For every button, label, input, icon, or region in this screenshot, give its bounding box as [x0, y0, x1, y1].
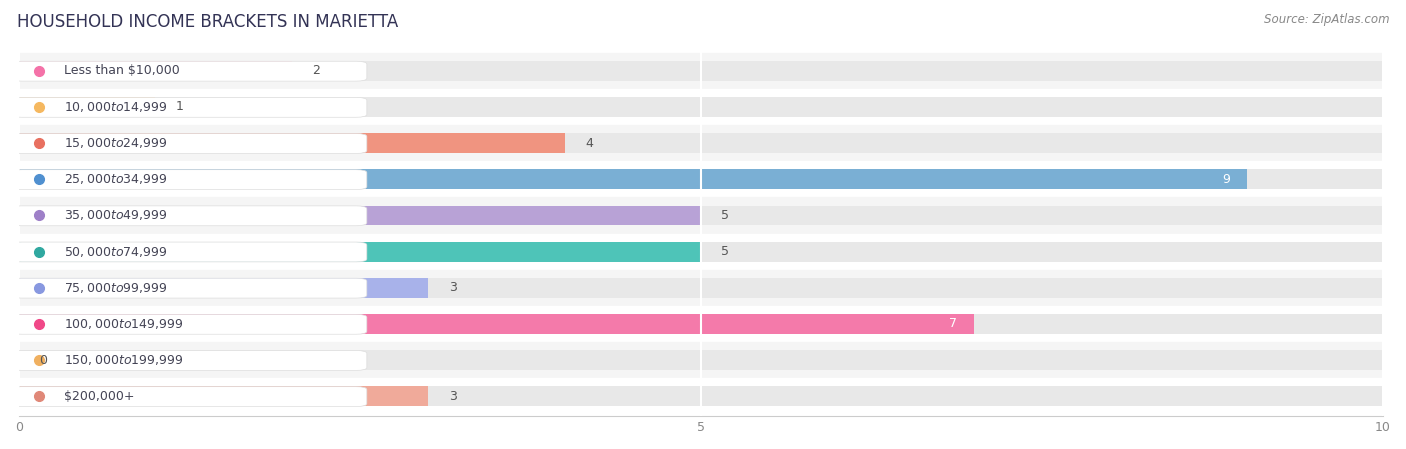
Bar	[20, 169, 1247, 189]
Bar	[20, 386, 1384, 406]
FancyBboxPatch shape	[11, 170, 367, 189]
Text: $200,000+: $200,000+	[65, 390, 135, 403]
Text: 1: 1	[176, 101, 184, 114]
Bar	[20, 133, 565, 153]
Bar	[20, 314, 974, 334]
Text: Source: ZipAtlas.com: Source: ZipAtlas.com	[1264, 13, 1389, 26]
Text: 2: 2	[312, 64, 321, 77]
FancyBboxPatch shape	[11, 278, 367, 298]
Bar	[20, 61, 292, 81]
Bar	[20, 242, 702, 262]
Bar	[20, 53, 1384, 89]
Bar	[20, 386, 429, 406]
Text: $50,000 to $74,999: $50,000 to $74,999	[65, 245, 167, 259]
Text: $75,000 to $99,999: $75,000 to $99,999	[65, 281, 167, 295]
Bar	[20, 278, 1384, 298]
Bar	[20, 342, 1384, 378]
Text: 4: 4	[585, 136, 593, 150]
Bar	[20, 278, 429, 298]
Text: 3: 3	[449, 281, 457, 294]
Bar	[20, 125, 1384, 161]
Text: HOUSEHOLD INCOME BRACKETS IN MARIETTA: HOUSEHOLD INCOME BRACKETS IN MARIETTA	[17, 13, 398, 31]
Text: 5: 5	[721, 209, 730, 222]
Bar	[20, 314, 1384, 334]
Bar	[20, 206, 1384, 225]
Bar	[20, 306, 1384, 342]
Bar	[20, 233, 1384, 270]
Text: 3: 3	[449, 390, 457, 403]
Text: $100,000 to $149,999: $100,000 to $149,999	[65, 317, 183, 331]
Bar	[20, 350, 1384, 370]
FancyBboxPatch shape	[11, 387, 367, 406]
Bar	[20, 378, 1384, 414]
Bar	[20, 206, 702, 225]
Bar	[20, 242, 1384, 262]
Bar	[20, 198, 1384, 233]
Bar	[20, 61, 1384, 81]
FancyBboxPatch shape	[11, 97, 367, 117]
FancyBboxPatch shape	[11, 242, 367, 262]
Text: $15,000 to $24,999: $15,000 to $24,999	[65, 136, 167, 150]
Text: $35,000 to $49,999: $35,000 to $49,999	[65, 208, 167, 222]
Bar	[20, 97, 156, 117]
Text: $25,000 to $34,999: $25,000 to $34,999	[65, 172, 167, 186]
FancyBboxPatch shape	[11, 351, 367, 370]
Bar	[20, 97, 1384, 117]
Text: Less than $10,000: Less than $10,000	[65, 64, 180, 77]
Bar	[20, 169, 1384, 189]
FancyBboxPatch shape	[11, 314, 367, 334]
Bar	[20, 133, 1384, 153]
Text: 9: 9	[1222, 173, 1230, 186]
Bar	[20, 89, 1384, 125]
FancyBboxPatch shape	[11, 133, 367, 154]
Bar	[20, 161, 1384, 198]
Text: $10,000 to $14,999: $10,000 to $14,999	[65, 100, 167, 114]
Text: 5: 5	[721, 245, 730, 258]
Text: $150,000 to $199,999: $150,000 to $199,999	[65, 353, 183, 367]
Text: 7: 7	[949, 317, 957, 330]
FancyBboxPatch shape	[11, 206, 367, 226]
FancyBboxPatch shape	[11, 61, 367, 81]
Text: 0: 0	[39, 354, 48, 366]
Bar	[20, 270, 1384, 306]
